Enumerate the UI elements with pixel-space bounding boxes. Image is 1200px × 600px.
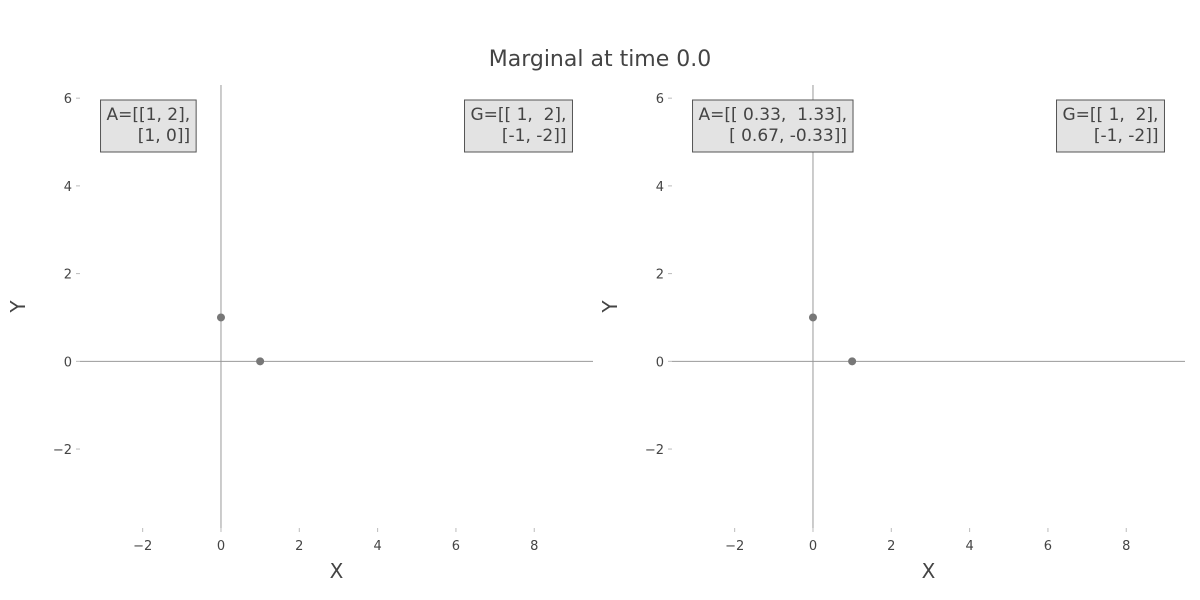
x-tick-label: 2 bbox=[295, 539, 303, 554]
x-tick-label: −2 bbox=[133, 539, 152, 554]
annotation-top-right: G=[[ 1, 2],[-1, -2]] bbox=[464, 99, 573, 153]
x-tick-label: 6 bbox=[452, 539, 460, 554]
y-tick-label: 2 bbox=[656, 268, 664, 283]
annotation-top-right: G=[[ 1, 2],[-1, -2]] bbox=[1056, 99, 1165, 153]
annotation-line: A=[[ 0.33, 1.33], bbox=[699, 105, 848, 125]
annotation-line: [-1, -2]] bbox=[502, 126, 567, 146]
y-tick-label: 4 bbox=[64, 180, 72, 195]
x-tick-label: 8 bbox=[1122, 539, 1130, 554]
annotation-box bbox=[1056, 99, 1165, 153]
annotation-top-left: A=[[ 0.33, 1.33],[ 0.67, -0.33]] bbox=[692, 99, 854, 153]
y-tick-label: 0 bbox=[656, 355, 664, 370]
data-point bbox=[216, 313, 225, 322]
y-tick-label: −2 bbox=[53, 443, 72, 458]
annotation-line: G=[[ 1, 2], bbox=[471, 105, 567, 125]
annotation-box bbox=[692, 99, 854, 153]
annotation-line: [1, 0]] bbox=[138, 126, 190, 146]
x-axis-title: X bbox=[330, 559, 344, 583]
annotation-line: [-1, -2]] bbox=[1094, 126, 1159, 146]
x-tick-label: 0 bbox=[217, 539, 225, 554]
data-point bbox=[256, 357, 265, 366]
x-tick-label: 0 bbox=[809, 539, 817, 554]
x-tick-label: 2 bbox=[887, 539, 895, 554]
y-tick-label: 4 bbox=[656, 180, 664, 195]
subplot-1: −2 0 2 4 6 8 −2 0 2 4 6 X Y A=[[1, 2],[1, 0]] G=[[ 1, … bbox=[6, 85, 593, 583]
x-tick-label: −2 bbox=[725, 539, 744, 554]
y-tick-label: 0 bbox=[64, 355, 72, 370]
y-axis-title: Y bbox=[598, 300, 622, 314]
y-tick-label: −2 bbox=[645, 443, 664, 458]
x-tick-label: 4 bbox=[965, 539, 973, 554]
y-tick-label: 6 bbox=[656, 92, 664, 107]
subplot-2: −2 0 2 4 6 8 −2 0 2 4 6 X Y A=[[ 0.33, 1.33],[ 0.67, … bbox=[598, 85, 1185, 583]
x-tick-label: 6 bbox=[1044, 539, 1052, 554]
x-axis-title: X bbox=[922, 559, 936, 583]
annotation-box bbox=[464, 99, 573, 153]
annotation-box bbox=[100, 99, 197, 153]
annotation-line: G=[[ 1, 2], bbox=[1063, 105, 1159, 125]
x-tick-label: 4 bbox=[373, 539, 381, 554]
y-tick-label: 6 bbox=[64, 92, 72, 107]
annotation-top-left: A=[[1, 2],[1, 0]] bbox=[100, 99, 197, 153]
data-point bbox=[848, 357, 857, 366]
annotation-line: A=[[1, 2], bbox=[107, 105, 191, 125]
x-tick-label: 8 bbox=[530, 539, 538, 554]
y-axis-title: Y bbox=[6, 300, 30, 314]
chart-title: Marginal at time 0.0 bbox=[489, 47, 712, 72]
y-tick-label: 2 bbox=[64, 268, 72, 283]
annotation-line: [ 0.67, -0.33]] bbox=[729, 126, 847, 146]
data-point bbox=[808, 313, 817, 322]
